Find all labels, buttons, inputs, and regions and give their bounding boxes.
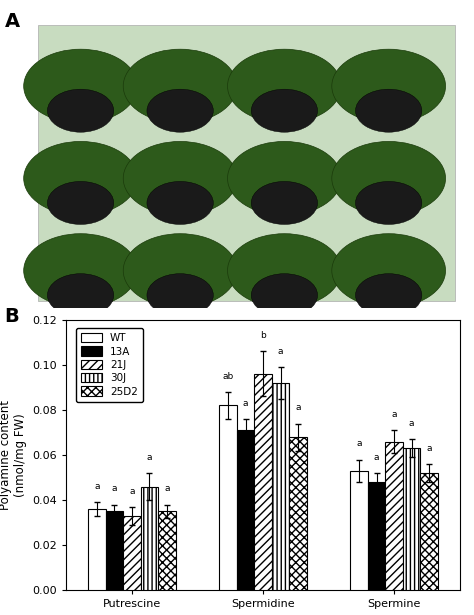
Bar [272,383,289,590]
Bar [385,442,403,590]
Text: a: a [243,399,248,408]
Circle shape [356,89,422,132]
Circle shape [228,234,341,308]
Circle shape [147,181,213,224]
Bar [141,486,158,590]
Bar [420,473,438,590]
Circle shape [228,49,341,123]
Text: 21J: 21J [169,12,191,25]
Text: a: a [164,485,170,493]
Text: a: a [278,347,283,356]
Circle shape [147,274,213,317]
Text: a: a [94,482,100,491]
Text: a: a [392,410,397,419]
Text: WT: WT [69,12,92,25]
Circle shape [147,89,213,132]
Text: a: a [112,485,117,493]
Text: ab: ab [222,371,234,381]
Bar [158,512,176,590]
Circle shape [47,181,114,224]
Text: a: a [356,439,362,448]
Circle shape [332,141,446,215]
Bar [255,374,272,590]
Bar [123,516,141,590]
Text: 30J: 30J [273,12,295,25]
Text: b: b [260,331,266,340]
Circle shape [332,234,446,308]
Circle shape [356,274,422,317]
Circle shape [228,141,341,215]
Text: a: a [146,453,152,462]
Circle shape [123,141,237,215]
Text: 25D2: 25D2 [370,12,407,25]
Circle shape [123,234,237,308]
Bar [289,437,307,590]
Bar [403,448,420,590]
Circle shape [251,89,318,132]
Bar [106,512,123,590]
Text: B: B [5,308,19,327]
Bar [38,25,455,301]
Bar [219,405,237,590]
Text: a: a [427,444,432,453]
Circle shape [24,49,137,123]
Text: a: a [374,453,380,462]
Text: a: a [409,419,414,428]
Legend: WT, 13A, 21J, 30J, 25D2: WT, 13A, 21J, 30J, 25D2 [75,328,143,402]
Text: a: a [295,403,301,412]
Circle shape [356,181,422,224]
Circle shape [24,141,137,215]
Circle shape [123,49,237,123]
Bar [350,471,368,590]
Text: a: a [129,486,135,496]
Bar [88,509,106,590]
Circle shape [24,234,137,308]
Circle shape [47,274,114,317]
Bar [237,430,255,590]
Circle shape [251,181,318,224]
Circle shape [47,89,114,132]
Bar [368,482,385,590]
Text: A: A [5,12,20,31]
Circle shape [332,49,446,123]
Y-axis label: Polyamine content
(nmol/mg FW): Polyamine content (nmol/mg FW) [0,400,27,510]
Circle shape [251,274,318,317]
